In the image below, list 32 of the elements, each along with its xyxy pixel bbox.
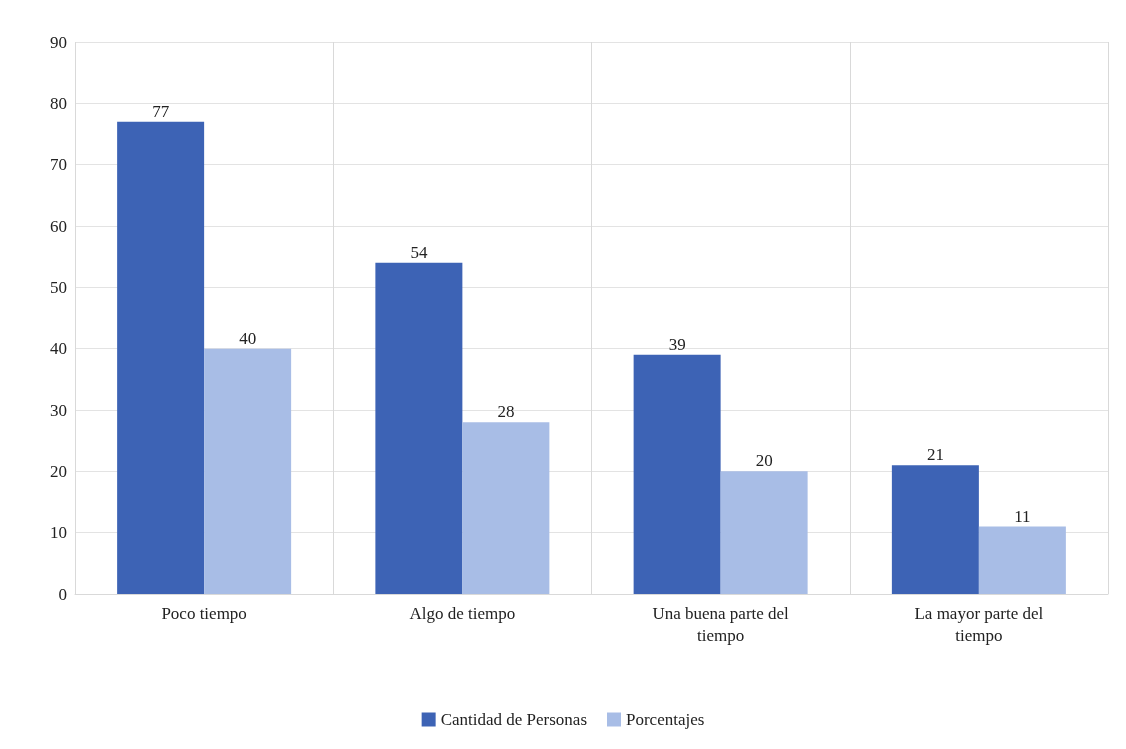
legend-label: Cantidad de Personas [440, 710, 587, 729]
y-tick-label: 10 [50, 523, 67, 543]
y-tick-label: 60 [50, 216, 67, 236]
y-tick-label: 30 [50, 400, 67, 420]
y-tick-label: 80 [50, 93, 67, 113]
data-label: 54 [410, 242, 428, 262]
x-tick-label: Algo de tiempo [409, 603, 516, 623]
y-tick-label: 20 [50, 461, 67, 481]
data-label: 77 [152, 101, 170, 121]
data-label: 20 [755, 451, 773, 471]
bar [633, 354, 721, 594]
bar [891, 465, 979, 594]
bar [720, 471, 808, 594]
bar [117, 121, 205, 594]
legend-label: Porcentajes [626, 710, 705, 729]
bar [978, 526, 1066, 594]
bar [204, 348, 292, 594]
y-tick-label: 90 [50, 32, 67, 52]
data-label: 40 [239, 328, 257, 348]
x-tick-label: Una buena parte del tiempo [652, 603, 790, 645]
bar [375, 262, 463, 594]
y-tick-label: 70 [50, 155, 67, 175]
data-label: 28 [497, 402, 515, 422]
data-label: 21 [926, 445, 944, 465]
y-tick-label: 50 [50, 277, 67, 297]
data-label: 39 [668, 334, 686, 354]
y-tick-label: 40 [50, 339, 67, 359]
y-tick-label: 0 [58, 584, 67, 604]
data-label: 11 [1014, 506, 1031, 526]
bar [462, 422, 550, 594]
x-tick-label: La mayor parte del tiempo [914, 603, 1044, 645]
x-tick-label: Poco tiempo [161, 603, 247, 623]
